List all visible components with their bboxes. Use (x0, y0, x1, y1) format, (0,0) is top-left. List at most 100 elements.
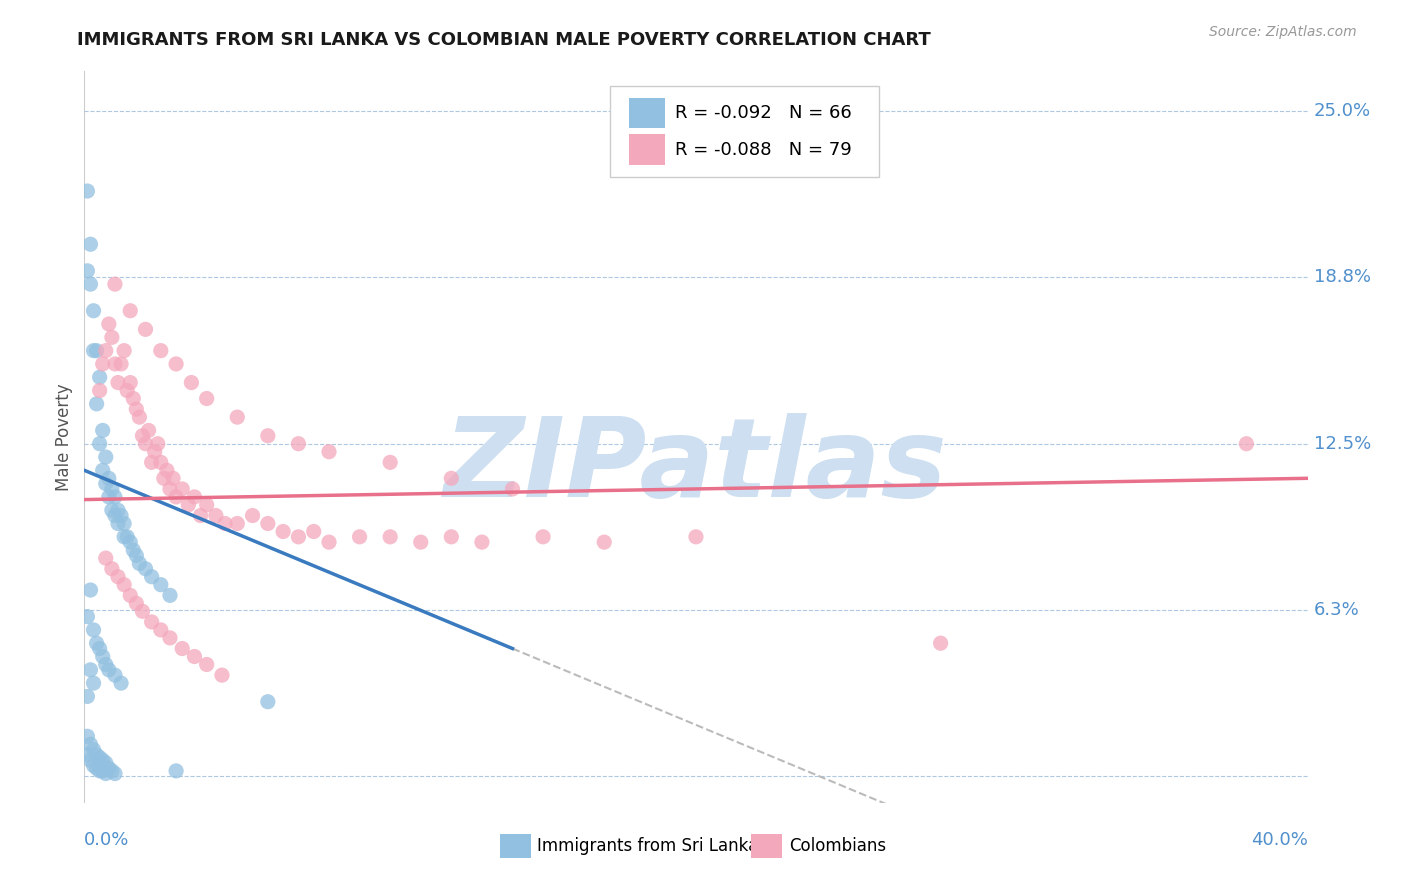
Point (172, 482, 194, 496)
Point (287, 436, 309, 450)
Point (94, 766, 117, 780)
Point (242, 508, 264, 523)
Point (89, 750, 111, 764)
Point (120, 535, 142, 549)
Point (138, 424, 160, 438)
Point (83, 623, 105, 637)
Bar (628, 135, 665, 165)
Point (226, 516, 249, 531)
Point (380, 530, 402, 544)
Point (107, 570, 129, 584)
Point (104, 490, 127, 504)
Point (89, 641, 111, 656)
Point (83, 303, 105, 318)
Point (159, 588, 181, 602)
Point (94, 657, 117, 672)
Y-axis label: Male Poverty: Male Poverty (55, 384, 73, 491)
Point (205, 508, 228, 523)
Point (120, 303, 142, 318)
Point (104, 766, 127, 780)
Point (195, 498, 218, 512)
Point (79, 237, 101, 252)
Text: Colombians: Colombians (789, 837, 886, 855)
Point (91, 764, 114, 778)
Point (141, 615, 163, 629)
Text: 40.0%: 40.0% (1251, 830, 1308, 848)
Point (153, 471, 176, 485)
Point (409, 535, 432, 549)
Point (149, 343, 172, 358)
Point (135, 436, 157, 450)
Point (125, 549, 148, 563)
Point (112, 516, 135, 531)
Text: R = -0.092   N = 66: R = -0.092 N = 66 (675, 104, 852, 122)
Point (76, 184, 98, 198)
Point (685, 530, 707, 544)
Point (86, 747, 108, 762)
Point (318, 444, 340, 458)
Point (349, 530, 371, 544)
Point (101, 503, 124, 517)
Point (91, 357, 114, 371)
Bar (501, 834, 531, 858)
Point (107, 376, 129, 390)
Point (380, 455, 402, 469)
Point (79, 277, 101, 292)
Point (76, 264, 98, 278)
Point (211, 668, 233, 682)
Point (115, 384, 138, 398)
Point (929, 636, 952, 650)
Point (76, 747, 98, 762)
Point (110, 357, 132, 371)
Text: 12.5%: 12.5% (1313, 434, 1371, 453)
Point (107, 503, 129, 517)
Point (104, 357, 127, 371)
Text: Source: ZipAtlas.com: Source: ZipAtlas.com (1209, 25, 1357, 39)
Text: Immigrants from Sri Lanka: Immigrants from Sri Lanka (537, 837, 758, 855)
Point (79, 737, 101, 751)
Point (146, 436, 169, 450)
Point (131, 604, 153, 618)
Point (149, 455, 172, 469)
Point (190, 508, 212, 523)
Point (91, 649, 114, 664)
Point (97, 471, 120, 485)
Point (101, 482, 124, 496)
Point (120, 376, 142, 390)
Point (101, 330, 124, 344)
Point (159, 631, 181, 645)
Point (86, 343, 108, 358)
Point (94, 551, 117, 566)
Point (101, 562, 124, 576)
Point (214, 516, 236, 531)
Point (107, 516, 129, 531)
Point (141, 570, 163, 584)
Point (89, 764, 111, 778)
Point (471, 535, 494, 549)
Point (97, 317, 120, 331)
Point (162, 471, 184, 485)
Text: 6.3%: 6.3% (1313, 601, 1360, 619)
Point (149, 623, 172, 637)
Point (440, 471, 463, 485)
Text: 25.0%: 25.0% (1313, 103, 1371, 120)
Point (110, 508, 132, 523)
Point (302, 524, 325, 539)
Point (156, 463, 179, 477)
Text: ZIPatlas: ZIPatlas (444, 413, 948, 520)
Point (143, 444, 166, 458)
Point (76, 609, 98, 624)
Point (226, 410, 249, 425)
Point (122, 543, 145, 558)
Text: R = -0.088   N = 79: R = -0.088 N = 79 (675, 141, 852, 159)
Point (112, 530, 135, 544)
Point (141, 455, 163, 469)
Point (101, 764, 124, 778)
Point (97, 761, 120, 775)
Point (83, 742, 105, 756)
Point (91, 463, 114, 477)
Point (183, 490, 205, 504)
Point (112, 577, 135, 591)
Point (104, 668, 127, 682)
Point (94, 343, 117, 358)
